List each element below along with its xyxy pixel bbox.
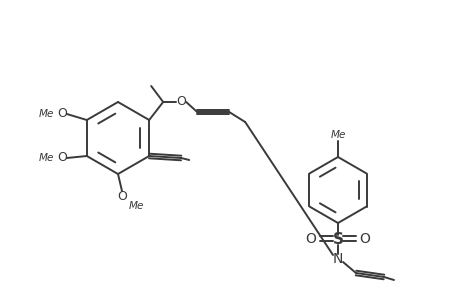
Text: O: O (359, 232, 369, 246)
Text: O: O (57, 151, 67, 164)
Text: O: O (176, 94, 186, 107)
Text: Me: Me (128, 201, 143, 211)
Text: O: O (57, 106, 67, 119)
Text: Me: Me (330, 130, 345, 140)
Text: S: S (332, 232, 343, 247)
Text: Me: Me (39, 109, 55, 119)
Text: O: O (117, 190, 127, 202)
Text: N: N (332, 252, 342, 266)
Text: Me: Me (39, 153, 55, 163)
Text: O: O (305, 232, 316, 246)
